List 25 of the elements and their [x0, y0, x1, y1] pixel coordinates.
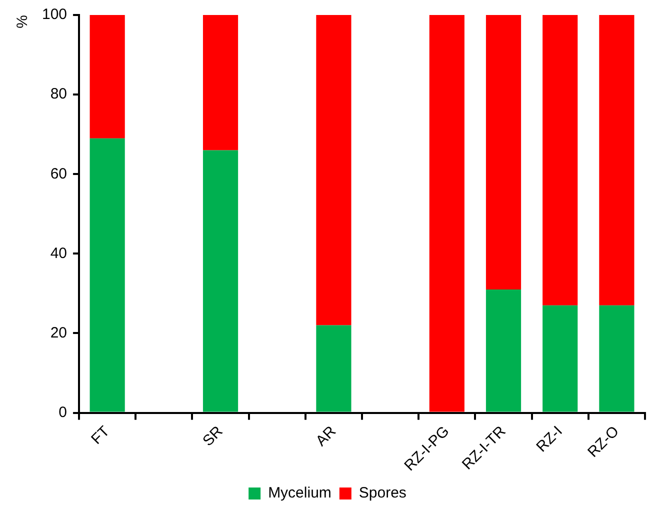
y-axis-title: % [14, 15, 32, 28]
y-tick-label: 80 [50, 86, 68, 103]
y-tick-label: 0 [58, 404, 68, 421]
y-tick-label: 60 [50, 165, 68, 182]
bar [202, 15, 238, 150]
bar [90, 138, 125, 412]
bar [542, 15, 578, 306]
legend-label: Mycelium [268, 484, 332, 502]
x-tick-label: FT [88, 422, 114, 448]
bar [429, 15, 464, 412]
bar [542, 305, 578, 412]
x-tick-label: SR [200, 422, 226, 450]
bar [202, 150, 238, 412]
bar [599, 305, 634, 412]
y-tick-label: 20 [50, 324, 68, 342]
y-tick-label: 40 [50, 244, 68, 262]
bar [316, 15, 352, 326]
x-tick-label: AR [312, 422, 340, 450]
legend-label: Spores [358, 484, 406, 502]
y-tick-label: 100 [42, 6, 68, 24]
bar [486, 15, 522, 290]
bar [486, 289, 522, 412]
bar [90, 15, 125, 138]
bar [599, 15, 634, 306]
bar [316, 325, 352, 412]
